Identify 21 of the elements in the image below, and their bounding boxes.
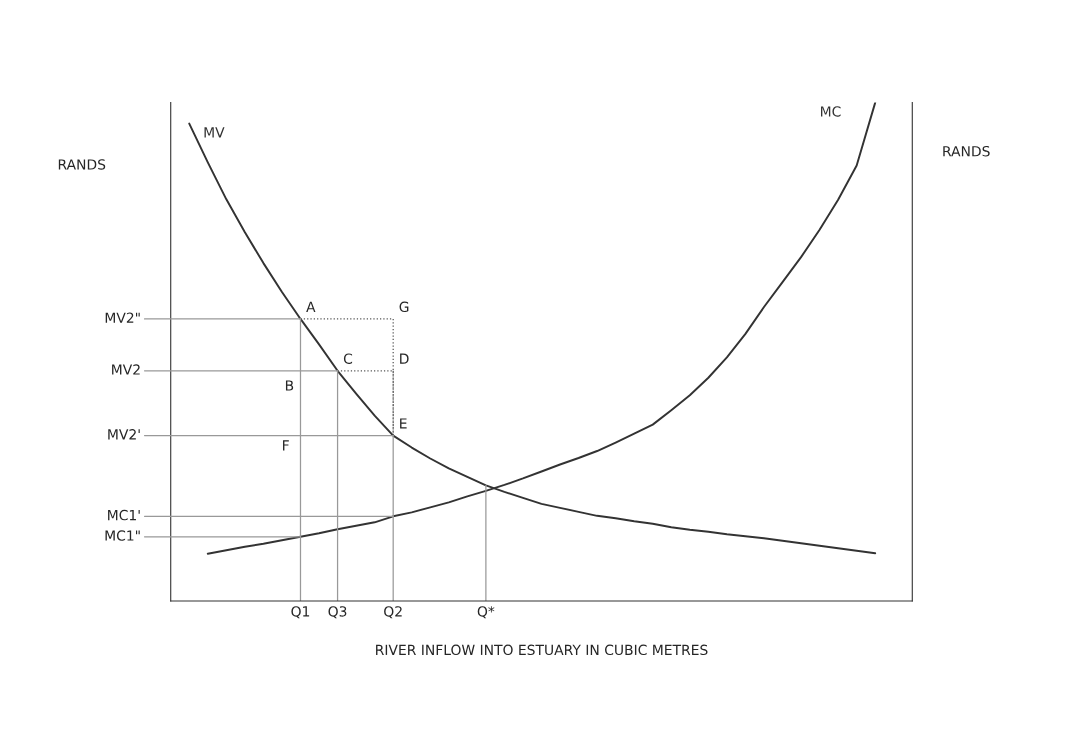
x-tick-label: Q* xyxy=(477,606,495,619)
series-label: MV xyxy=(204,127,225,138)
annotation: MV2" xyxy=(105,312,140,323)
annotation: D xyxy=(400,353,409,364)
annotation: A xyxy=(306,301,316,312)
y2-axis-title: RANDS xyxy=(58,159,106,170)
annotation: MV2' xyxy=(108,429,140,440)
annotation: G xyxy=(399,301,409,313)
text: MC xyxy=(821,106,841,117)
annotation: E xyxy=(400,418,407,429)
y-axis-title: RANDS xyxy=(943,145,990,157)
x-tick-label: Q3 xyxy=(328,606,347,619)
annotation: MC1' xyxy=(108,509,140,521)
annotation: MC1" xyxy=(105,530,140,541)
annotation: F xyxy=(283,440,289,451)
x-axis-title: RIVER INFLOW INTO ESTUARY IN CUBIC METRES xyxy=(376,644,708,656)
x-tick-label: Q2 xyxy=(384,606,402,619)
annotation: B xyxy=(285,380,294,391)
x-tick-label: Q1 xyxy=(291,606,310,619)
annotation: C xyxy=(343,353,353,364)
annotation: MV2 xyxy=(112,364,140,375)
